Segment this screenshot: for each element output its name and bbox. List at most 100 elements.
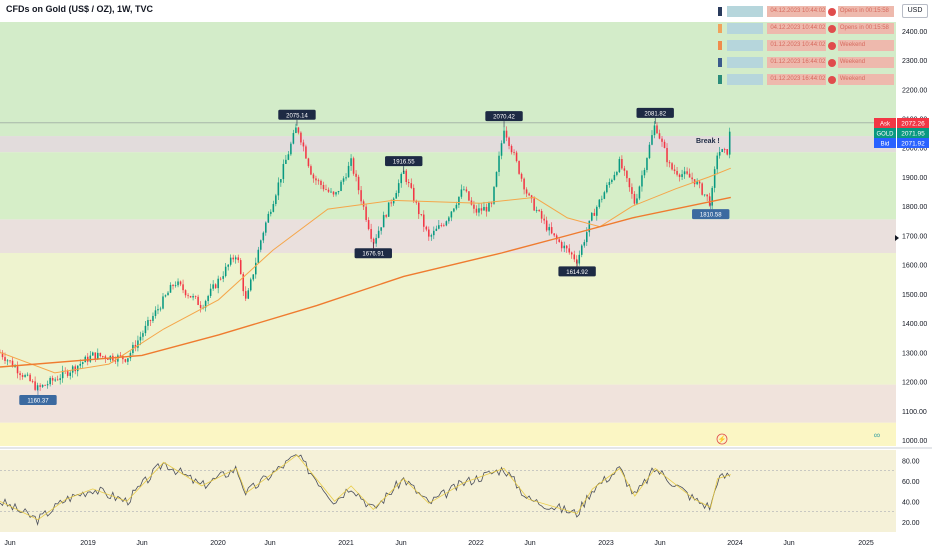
alert-row[interactable]: 01.12.2023 16:44:02 Weekend [718, 73, 894, 86]
candle-body [107, 358, 109, 360]
alert-marker [718, 7, 722, 16]
candle-body [400, 173, 402, 184]
candle-body [14, 366, 16, 368]
zone-band-3 [0, 219, 896, 254]
candle-body [673, 169, 676, 171]
candle-body [721, 149, 723, 152]
candle-body [417, 202, 420, 215]
callout-box [278, 109, 316, 120]
candle-body [310, 166, 312, 175]
alert-row[interactable]: 04.12.2023 10:44:02 Opens in 00:15:58 [718, 5, 894, 18]
alert-name [726, 23, 764, 34]
candle-body [480, 208, 483, 211]
alert-row[interactable]: 04.12.2023 10:44:02 Opens in 00:15:58 [718, 22, 894, 35]
candle-body [443, 225, 445, 227]
alert-time: 01.12.2023 10:44:02 [767, 40, 827, 51]
candle-body [260, 240, 262, 250]
alert-status-icon [828, 58, 836, 67]
y-tick-label: 2200.00 [902, 87, 927, 94]
candle-body [412, 187, 415, 202]
candle-body [337, 190, 340, 193]
candle-body [102, 356, 104, 357]
candle-body [453, 208, 455, 212]
candle-body [144, 325, 147, 334]
candle-body [187, 295, 189, 297]
y-tick-label: 2400.00 [902, 29, 927, 36]
alert-status: Opens in 00:15:58 [837, 23, 894, 34]
candle-body [34, 381, 36, 390]
candle-body [475, 208, 478, 213]
candle-body [676, 170, 678, 175]
candle-body [448, 217, 450, 222]
candle-body [586, 232, 588, 243]
candle-body [335, 192, 337, 195]
candle-body [525, 189, 528, 194]
candle-body [460, 189, 463, 197]
candle-body [593, 212, 596, 216]
candle-body [728, 131, 731, 155]
candle-body [608, 182, 611, 185]
candle-body [280, 179, 282, 183]
candle-body [320, 180, 322, 186]
lightning-icon-glyph: ⚡ [718, 435, 727, 444]
candle-body [124, 359, 127, 362]
rsi-tick-label: 40.00 [902, 499, 920, 506]
ma-fast-line [0, 167, 731, 374]
y-tick-label: 1100.00 [902, 409, 927, 416]
candle-body [463, 189, 465, 191]
candle-body [601, 198, 603, 200]
candle-body [287, 154, 290, 160]
candle-body [718, 151, 721, 156]
candle-body [621, 159, 623, 169]
candle-body [147, 320, 149, 326]
callout-box [485, 111, 523, 122]
y-tick-label: 1700.00 [902, 233, 927, 240]
candle-body [157, 309, 159, 311]
candle-body [633, 193, 636, 204]
callout-label: 2075.14 [286, 113, 308, 119]
last-value: 2071.95 [901, 131, 925, 138]
candle-body [182, 284, 184, 291]
y-tick-label: 1000.00 [902, 438, 927, 445]
last-tag: GOLD [876, 132, 894, 138]
callout-label: 1916.55 [393, 160, 415, 166]
candle-body [365, 206, 367, 221]
candle-body [723, 149, 726, 150]
alert-status-icon [828, 7, 836, 16]
lightning-icon [716, 433, 728, 445]
candle-body [370, 229, 372, 239]
candle-body [295, 127, 297, 134]
candle-body [239, 260, 242, 275]
candle-body [458, 196, 460, 205]
candle-body [450, 211, 453, 218]
candle-body [668, 162, 671, 164]
currency-button[interactable]: USD [902, 4, 928, 18]
candle-body [430, 235, 433, 237]
alert-name [726, 74, 764, 85]
y-tick-label: 1600.00 [902, 263, 927, 270]
candle-body [623, 168, 626, 171]
candle-body [636, 198, 638, 204]
x-tick-label: 2019 [80, 540, 96, 547]
x-tick-label: Jun [783, 540, 794, 547]
rsi-pane [0, 450, 896, 532]
alert-row[interactable]: 01.12.2023 16:44:02 Weekend [718, 56, 894, 69]
candle-body [237, 257, 240, 261]
candle-body [445, 221, 448, 226]
candle-body [643, 169, 646, 176]
callout-label: 1614.92 [566, 270, 588, 276]
candle-body [485, 206, 488, 212]
candle-body [598, 199, 601, 207]
candle-body [503, 130, 505, 144]
alert-row[interactable]: 01.12.2023 10:44:02 Weekend [718, 39, 894, 52]
callout-box [558, 266, 596, 277]
candle-body [49, 377, 51, 385]
candle-body [563, 245, 565, 249]
candle-body [683, 171, 686, 175]
candle-body [174, 285, 177, 287]
candle-body [575, 259, 578, 264]
candle-body [543, 218, 545, 221]
candle-body [438, 225, 440, 229]
chart-title: CFDs on Gold (US$ / OZ), 1W, TVC [6, 4, 154, 14]
x-tick-label: 2024 [727, 540, 743, 547]
